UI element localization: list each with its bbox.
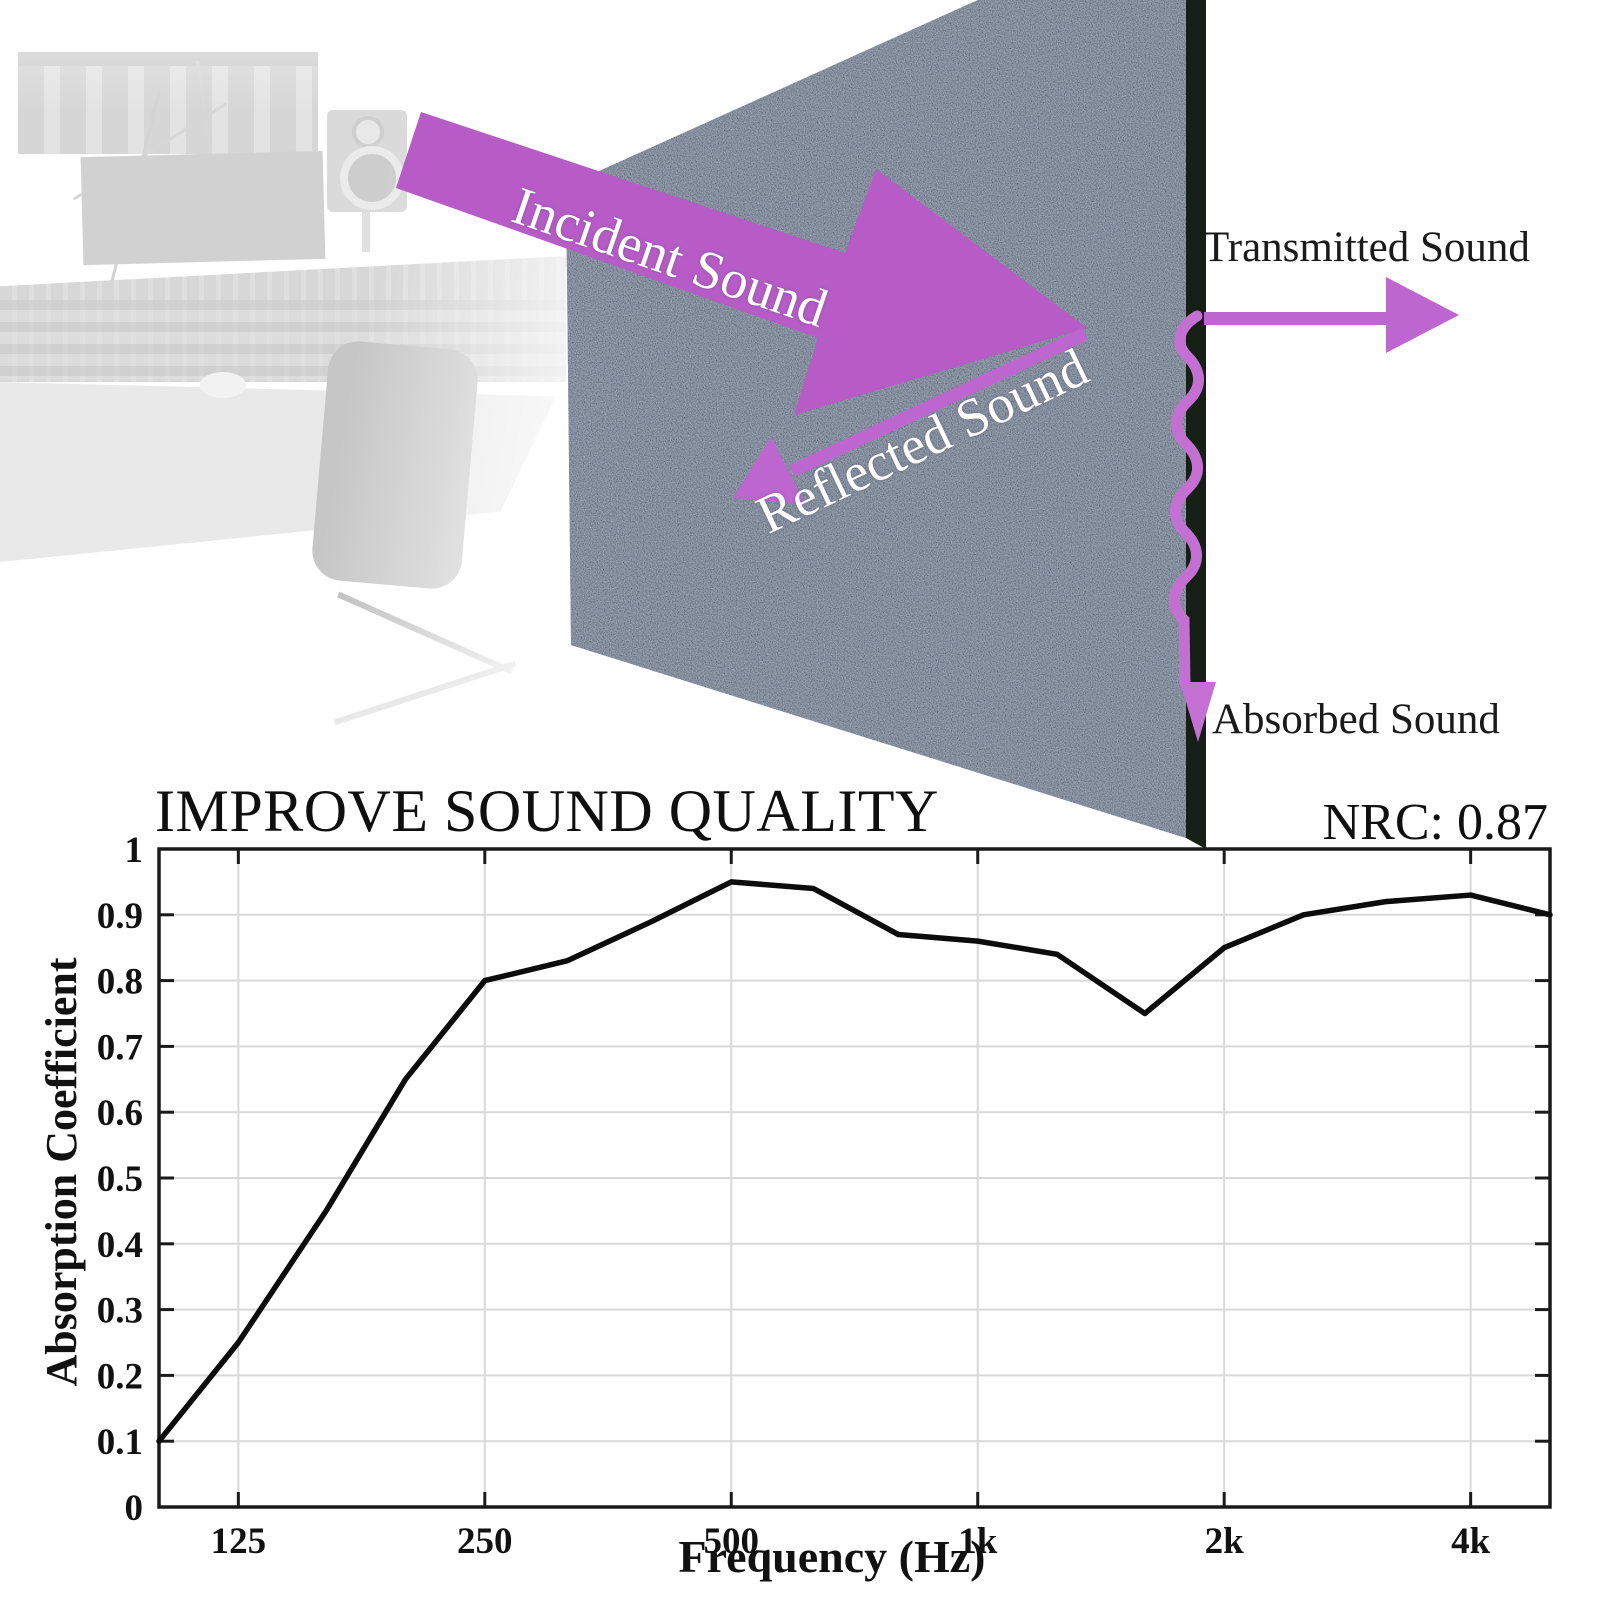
transmitted-sound-label: Transmitted Sound [1203,224,1530,271]
x-tick-label: 4k [1451,1521,1491,1562]
absorption-curve [156,879,1553,1444]
y-tick-label: 0.4 [97,1225,143,1266]
x-axis-title: Frequency (Hz) [678,1531,986,1582]
y-tick-label: 0.6 [97,1093,143,1134]
y-axis-title: Absorption Coefficient [37,957,86,1387]
y-tick-label: 0.9 [97,896,143,937]
x-tick-label: 125 [211,1521,267,1562]
y-tick-label: 0.2 [97,1356,143,1397]
x-tick-label: 500 [704,1521,760,1562]
reflected-sound-arrow [733,328,1088,505]
y-tick-label: 0 [125,1488,144,1529]
y-tick-label: 0.8 [97,962,143,1003]
nrc-value: NRC: 0.87 [1322,794,1548,851]
studio-fade-overlay [0,0,620,800]
y-tick-label: 1 [125,830,144,871]
chart-title: IMPROVE SOUND QUALITY [155,778,939,844]
y-tick-label: 0.5 [97,1159,143,1200]
y-tick-label: 0.3 [97,1291,143,1332]
y-tick-label: 0.1 [97,1422,143,1463]
incident-sound-arrow [396,112,1087,415]
y-tick-label: 0.7 [97,1027,143,1068]
transmitted-sound-arrow [1204,277,1459,353]
absorbed-sound-label: Absorbed Sound [1212,696,1500,743]
studio-photo-background [0,0,620,800]
absorbed-sound-squiggle-arrow [1169,310,1216,742]
x-tick-label: 1k [958,1521,998,1562]
panel-edge-strip [1186,0,1206,849]
x-tick-label: 2k [1205,1521,1245,1562]
x-tick-label: 250 [457,1521,513,1562]
